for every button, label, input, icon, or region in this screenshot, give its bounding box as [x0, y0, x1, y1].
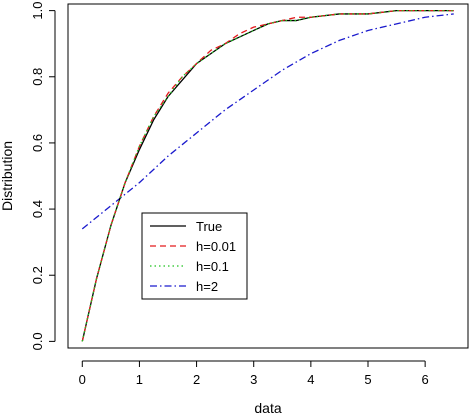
legend-items: True h=0.01 h=0.1 h=2: [150, 219, 236, 294]
plot-frame: [67, 3, 469, 349]
y-tick-label: 0.0: [30, 332, 45, 350]
y-tick-label: 0.6: [30, 134, 45, 152]
legend-label: h=0.01: [196, 239, 236, 254]
y-tick-label: 0.2: [30, 266, 45, 284]
y-axis-title: Distribution: [0, 141, 15, 211]
legend-label: True: [196, 219, 222, 234]
y-tick-label: 1.0: [30, 2, 45, 20]
series-line-true: [81, 9, 454, 342]
y-tick-label: 0.8: [30, 68, 45, 86]
legend-label: h=0.1: [196, 259, 229, 274]
x-tick-label: 4: [307, 372, 314, 387]
x-tick-label: 5: [364, 372, 371, 387]
series-line-h-0-01: [81, 9, 454, 342]
series-layer: [81, 9, 454, 342]
x-axis: 0 1 2 3 4 5 6: [79, 360, 429, 387]
series-line-h-0-1: [81, 9, 454, 342]
legend-box: [141, 212, 248, 300]
x-tick-label: 1: [136, 372, 143, 387]
legend: True h=0.01 h=0.1 h=2: [141, 212, 248, 300]
x-tick-label: 3: [250, 372, 257, 387]
series-line-h-2: [81, 13, 454, 230]
y-tick-label: 0.4: [30, 200, 45, 218]
x-tick-label: 0: [79, 372, 86, 387]
x-tick-label: 6: [422, 372, 429, 387]
x-tick-label: 2: [193, 372, 200, 387]
x-axis-title: data: [254, 400, 281, 416]
y-axis: 0.0 0.2 0.4 0.6 0.8 1.0: [30, 2, 56, 350]
legend-label: h=2: [196, 279, 218, 294]
